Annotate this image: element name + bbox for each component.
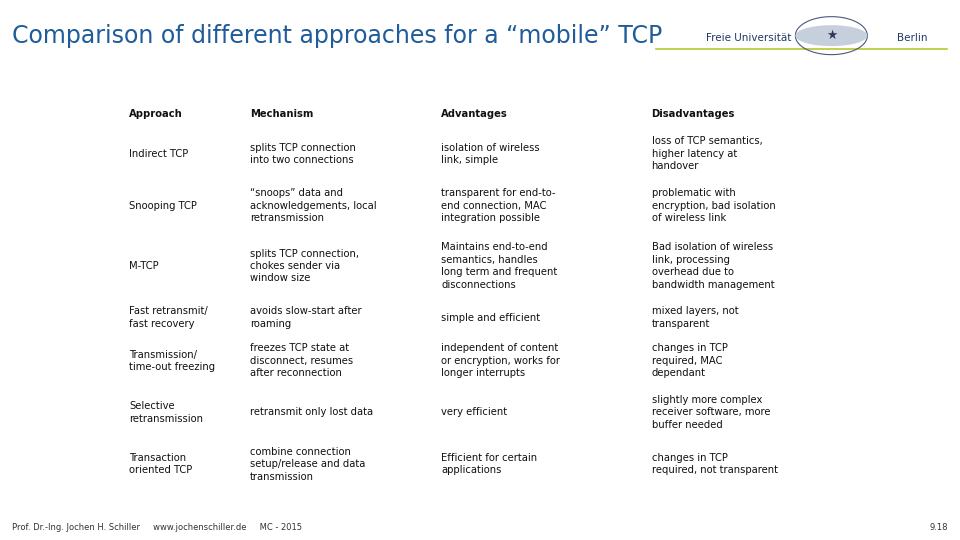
Text: Prof. Dr.-Ing. Jochen H. Schiller     www.jochenschiller.de     MC - 2015: Prof. Dr.-Ing. Jochen H. Schiller www.jo… <box>12 523 302 531</box>
Circle shape <box>795 25 868 46</box>
Text: 9.18: 9.18 <box>929 523 948 531</box>
Text: isolation of wireless
link, simple: isolation of wireless link, simple <box>441 143 540 165</box>
Text: Mechanism: Mechanism <box>250 109 313 119</box>
Text: splits TCP connection,
chokes sender via
window size: splits TCP connection, chokes sender via… <box>250 248 359 284</box>
Text: combine connection
setup/release and data
transmission: combine connection setup/release and dat… <box>250 447 365 482</box>
Text: freezes TCP state at
disconnect, resumes
after reconnection: freezes TCP state at disconnect, resumes… <box>250 343 353 378</box>
Text: Comparison of different approaches for a “mobile” TCP: Comparison of different approaches for a… <box>12 24 662 48</box>
Text: transparent for end-to-
end connection, MAC
integration possible: transparent for end-to- end connection, … <box>441 188 556 223</box>
Text: ★: ★ <box>826 29 837 42</box>
Text: slightly more complex
receiver software, more
buffer needed: slightly more complex receiver software,… <box>652 395 770 430</box>
Text: Approach: Approach <box>129 109 182 119</box>
Text: avoids slow-start after
roaming: avoids slow-start after roaming <box>250 306 362 329</box>
Text: mixed layers, not
transparent: mixed layers, not transparent <box>652 306 738 329</box>
Text: Advantages: Advantages <box>441 109 508 119</box>
Text: changes in TCP
required, MAC
dependant: changes in TCP required, MAC dependant <box>652 343 728 378</box>
Text: Fast retransmit/
fast recovery: Fast retransmit/ fast recovery <box>129 306 207 329</box>
Text: Selective
retransmission: Selective retransmission <box>129 401 203 423</box>
Text: Disadvantages: Disadvantages <box>652 109 735 119</box>
Text: splits TCP connection
into two connections: splits TCP connection into two connectio… <box>250 143 356 165</box>
Text: “snoops” data and
acknowledgements, local
retransmission: “snoops” data and acknowledgements, loca… <box>250 188 376 223</box>
Text: changes in TCP
required, not transparent: changes in TCP required, not transparent <box>652 453 778 475</box>
Text: Indirect TCP: Indirect TCP <box>129 149 188 159</box>
Text: Transaction
oriented TCP: Transaction oriented TCP <box>129 453 192 475</box>
Text: Maintains end-to-end
semantics, handles
long term and frequent
disconnections: Maintains end-to-end semantics, handles … <box>441 242 557 289</box>
Text: Bad isolation of wireless
link, processing
overhead due to
bandwidth management: Bad isolation of wireless link, processi… <box>652 242 774 289</box>
Text: loss of TCP semantics,
higher latency at
handover: loss of TCP semantics, higher latency at… <box>652 137 762 171</box>
Text: Freie Universität: Freie Universität <box>707 33 792 43</box>
Text: Berlin: Berlin <box>897 33 927 43</box>
Text: Snooping TCP: Snooping TCP <box>129 200 197 211</box>
Text: M-TCP: M-TCP <box>129 261 158 271</box>
Text: very efficient: very efficient <box>441 407 507 417</box>
Text: independent of content
or encryption, works for
longer interrupts: independent of content or encryption, wo… <box>441 343 560 378</box>
Text: Efficient for certain
applications: Efficient for certain applications <box>441 453 538 475</box>
Text: Transmission/
time-out freezing: Transmission/ time-out freezing <box>129 349 215 372</box>
Text: simple and efficient: simple and efficient <box>441 313 540 322</box>
Text: problematic with
encryption, bad isolation
of wireless link: problematic with encryption, bad isolati… <box>652 188 776 223</box>
Text: retransmit only lost data: retransmit only lost data <box>250 407 373 417</box>
